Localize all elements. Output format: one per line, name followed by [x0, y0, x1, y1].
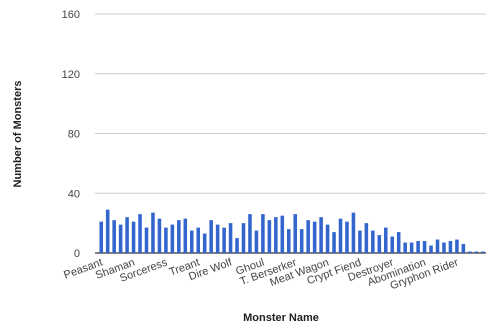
bar [435, 239, 440, 253]
bar [455, 239, 459, 253]
bar [274, 217, 278, 253]
bar [131, 221, 136, 253]
bar [267, 220, 272, 253]
bar [215, 224, 220, 253]
bar [280, 215, 285, 253]
bar [235, 238, 239, 253]
bar [461, 244, 466, 253]
bar [474, 251, 479, 253]
bar [105, 209, 110, 253]
bar [293, 214, 298, 253]
bar [312, 221, 317, 253]
bars [99, 209, 485, 253]
bar [306, 220, 310, 253]
bar [325, 224, 330, 253]
bar [390, 236, 395, 253]
bar [480, 251, 485, 253]
bar [338, 218, 343, 253]
bar [358, 230, 362, 253]
y-tick-labels: 0 40 80 120 160 [62, 9, 80, 260]
y-tick-label: 80 [68, 129, 80, 141]
bar [345, 221, 349, 253]
bar [228, 223, 233, 253]
bar [125, 217, 129, 253]
bar [99, 221, 104, 253]
y-tick-label: 40 [68, 188, 80, 200]
y-tick-label: 120 [62, 69, 80, 81]
bar [468, 251, 472, 253]
bar [261, 214, 265, 253]
bar [118, 224, 123, 253]
bar [319, 217, 323, 253]
bar [416, 241, 420, 253]
bar [254, 230, 259, 253]
bar [351, 212, 356, 253]
bar [151, 212, 155, 253]
bar [396, 232, 401, 253]
x-axis-title: Monster Name [243, 312, 319, 324]
bar [209, 220, 213, 253]
bar [364, 223, 369, 253]
bar [222, 227, 226, 253]
bar [248, 214, 252, 253]
bar [144, 227, 149, 253]
bar [157, 218, 162, 253]
bar [429, 245, 433, 253]
bar [241, 223, 246, 253]
bar [138, 214, 142, 253]
bar [377, 235, 382, 253]
y-tick-label: 160 [62, 9, 80, 21]
bar [299, 229, 304, 253]
bar [422, 241, 427, 253]
bar [383, 227, 388, 253]
bar [286, 229, 291, 253]
bar [164, 227, 168, 253]
bar [177, 220, 181, 253]
bar [403, 242, 407, 253]
bar [371, 230, 375, 253]
y-tick-label: 0 [74, 248, 80, 260]
bar [442, 242, 446, 253]
bar [183, 218, 188, 253]
bar [332, 232, 336, 253]
bar [409, 242, 414, 253]
bar [112, 220, 116, 253]
bar [202, 233, 207, 253]
bar [448, 241, 453, 253]
bar [196, 227, 201, 253]
bar [189, 230, 194, 253]
bar [170, 224, 175, 253]
y-axis-title: Number of Monsters [12, 81, 24, 188]
